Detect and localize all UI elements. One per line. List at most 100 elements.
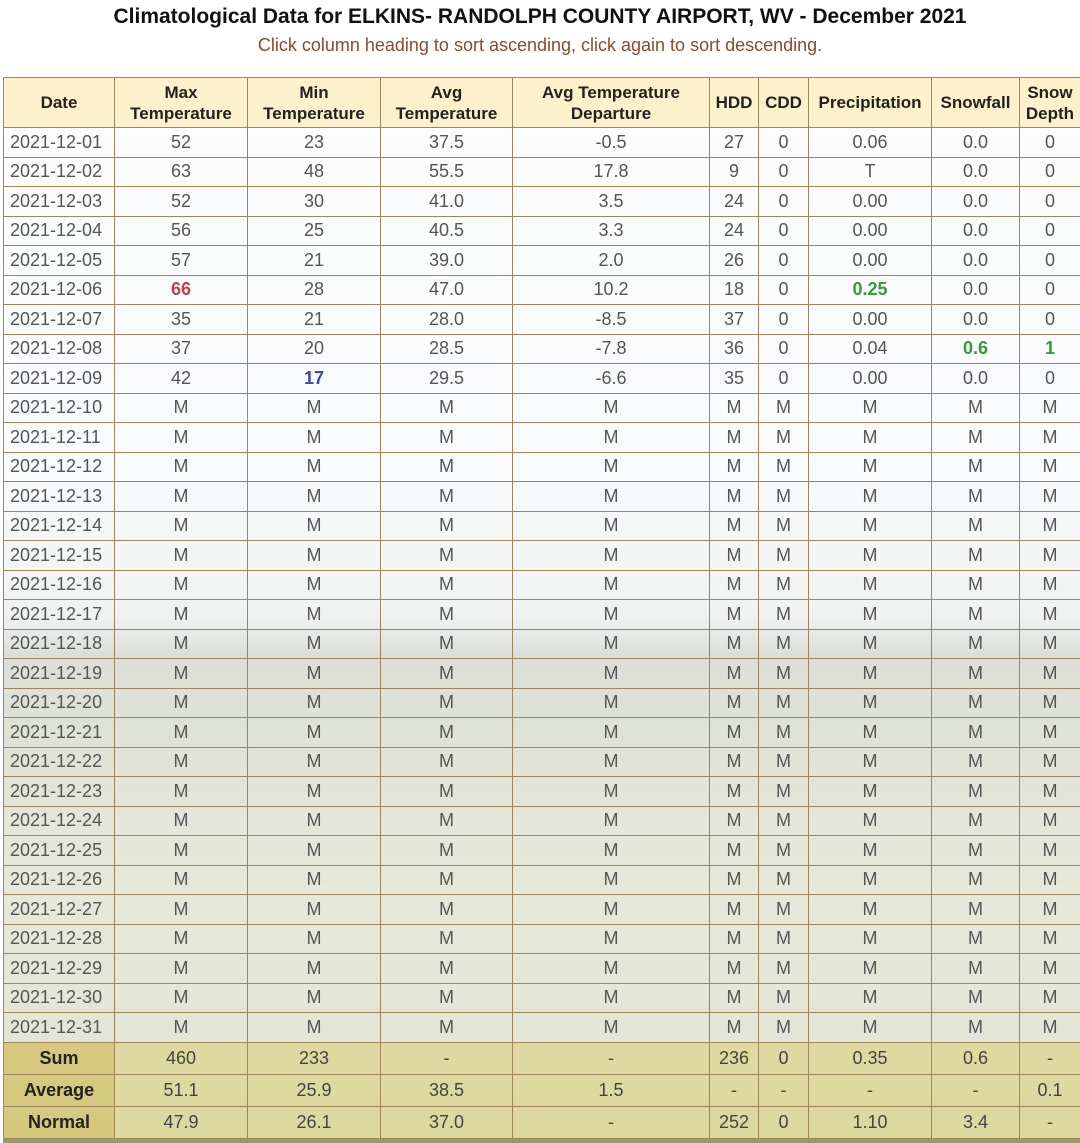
value-cell: M: [758, 894, 809, 925]
data-row: 2021-12-09 42 17 29.5 -6.6 35 0 0.00 0.0 0: [3, 363, 1080, 394]
value-cell: M: [1019, 717, 1080, 748]
value-cell: 0.6: [931, 333, 1020, 364]
value-cell: 23: [247, 127, 381, 158]
value-cell: M: [1019, 481, 1080, 512]
value-cell: 0: [758, 127, 809, 158]
value-cell: 0.06: [808, 127, 932, 158]
value-cell: M: [114, 628, 248, 659]
value-cell: M: [931, 392, 1020, 423]
value-cell: M: [758, 658, 809, 689]
summary-cell: -: [758, 1073, 809, 1107]
value-cell: T: [808, 156, 932, 187]
data-row: 2021-12-16 M M M M M M M M M: [3, 569, 1080, 600]
value-cell: M: [709, 569, 759, 600]
value-cell: M: [931, 451, 1020, 482]
value-cell: M: [709, 953, 759, 984]
value-cell: M: [709, 1012, 759, 1043]
value-cell: M: [1019, 569, 1080, 600]
column-header[interactable]: CDD: [758, 77, 809, 128]
value-cell: M: [758, 835, 809, 866]
value-cell: 37: [114, 333, 248, 364]
value-cell: M: [931, 746, 1020, 777]
value-cell: 0.00: [808, 363, 932, 394]
summary-cell: 0.6: [931, 1041, 1020, 1075]
value-cell: 35: [709, 363, 759, 394]
header-row: Date Max Temperature Min Temperature Avg Te…: [3, 77, 1080, 128]
value-cell: M: [758, 687, 809, 718]
value-cell: M: [931, 628, 1020, 659]
summary-cell: -: [808, 1073, 932, 1107]
data-row: 2021-12-22 M M M M M M M M M: [3, 746, 1080, 777]
value-cell: M: [114, 481, 248, 512]
value-cell: M: [512, 510, 710, 541]
column-header[interactable]: Precipitation: [808, 77, 932, 128]
value-cell: M: [709, 687, 759, 718]
value-cell: M: [247, 746, 381, 777]
column-header[interactable]: HDD: [709, 77, 759, 128]
value-cell: M: [758, 953, 809, 984]
summary-cell: 252: [709, 1105, 759, 1139]
column-header[interactable]: Avg Temperature: [380, 77, 513, 128]
data-row: 2021-12-25 M M M M M M M M M: [3, 835, 1080, 866]
value-cell: M: [931, 1012, 1020, 1043]
value-cell: 0.0: [931, 215, 1020, 246]
data-row: 2021-12-28 M M M M M M M M M: [3, 923, 1080, 954]
value-cell: M: [114, 717, 248, 748]
value-cell: M: [931, 805, 1020, 836]
value-cell: 2.0: [512, 245, 710, 276]
data-row: 2021-12-06 66 28 47.0 10.2 18 0 0.25 0.0 0: [3, 274, 1080, 305]
value-cell: M: [709, 481, 759, 512]
value-cell: M: [512, 864, 710, 895]
value-cell: M: [247, 510, 381, 541]
column-header[interactable]: Max Temperature: [114, 77, 248, 128]
value-cell: M: [808, 510, 932, 541]
summary-row: Average 51.1 25.9 38.5 1.5- - - -0.1: [3, 1073, 1080, 1107]
value-cell: M: [1019, 687, 1080, 718]
value-cell: M: [114, 422, 248, 453]
value-cell: M: [512, 599, 710, 630]
value-cell: M: [380, 894, 513, 925]
column-header[interactable]: Min Temperature: [247, 77, 381, 128]
value-cell: M: [247, 540, 381, 571]
data-row: 2021-12-13 M M M M M M M M M: [3, 481, 1080, 512]
value-cell: 18: [709, 274, 759, 305]
value-cell: 0.0: [931, 127, 1020, 158]
value-cell: M: [808, 658, 932, 689]
value-cell: M: [808, 894, 932, 925]
data-row: 2021-12-18 M M M M M M M M M: [3, 628, 1080, 659]
column-header[interactable]: Snow Depth: [1019, 77, 1080, 128]
date-cell: 2021-12-22: [3, 746, 115, 777]
value-cell: M: [114, 658, 248, 689]
value-cell: 66: [114, 274, 248, 305]
value-cell: 0: [758, 333, 809, 364]
summary-cell: 47.9: [114, 1105, 248, 1139]
value-cell: M: [1019, 1012, 1080, 1043]
date-cell: 2021-12-13: [3, 481, 115, 512]
value-cell: M: [758, 569, 809, 600]
table-head: Date Max Temperature Min Temperature Avg Te…: [3, 77, 1080, 128]
value-cell: M: [247, 599, 381, 630]
value-cell: 1: [1019, 333, 1080, 364]
value-cell: M: [380, 982, 513, 1013]
value-cell: 0.0: [931, 304, 1020, 335]
value-cell: M: [512, 540, 710, 571]
date-cell: 2021-12-03: [3, 186, 115, 217]
value-cell: M: [512, 776, 710, 807]
value-cell: M: [758, 776, 809, 807]
summary-cell: 1.10: [808, 1105, 932, 1139]
value-cell: 9: [709, 156, 759, 187]
value-cell: 0.0: [931, 156, 1020, 187]
value-cell: -0.5: [512, 127, 710, 158]
summary-row: Sum 460 233- -236 0 0.35 0.6-: [3, 1041, 1080, 1075]
value-cell: M: [247, 894, 381, 925]
column-header[interactable]: Avg Temperature Departure: [512, 77, 710, 128]
summary-label: Sum: [3, 1041, 115, 1075]
column-header[interactable]: Snowfall: [931, 77, 1020, 128]
column-header[interactable]: Date: [3, 77, 115, 128]
value-cell: M: [512, 717, 710, 748]
value-cell: M: [709, 599, 759, 630]
value-cell: 0: [1019, 304, 1080, 335]
value-cell: 28: [247, 274, 381, 305]
value-cell: M: [808, 481, 932, 512]
